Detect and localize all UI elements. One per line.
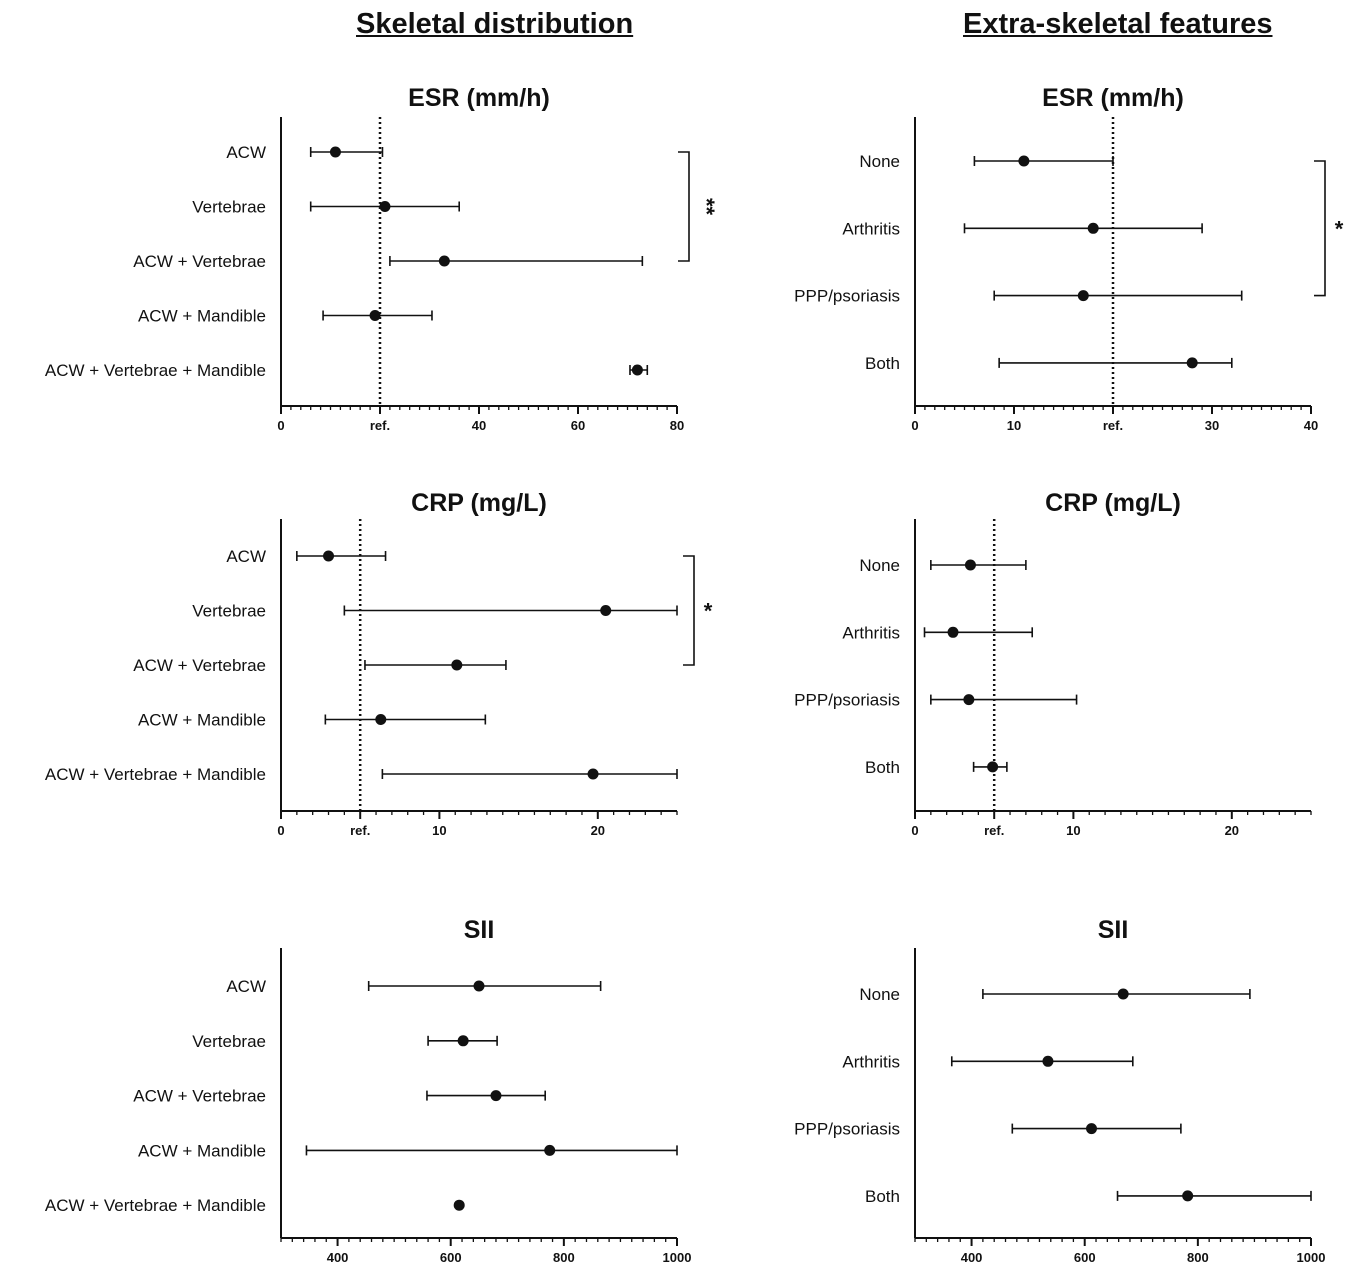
panel5-tick-label: 600 [1074,1250,1096,1265]
panel0-median-point [631,364,643,376]
panel4-median-point [490,1090,502,1102]
panel0-median-point [438,255,450,267]
panel3-median-point [987,761,999,773]
panel5-tick-label: 800 [1187,1250,1209,1265]
panel0-tick-label: 0 [277,418,284,433]
panel4-category-label: Vertebrae [192,1032,266,1051]
panel3-tick-label: 20 [1225,823,1239,838]
panel1-title: ESR (mm/h) [1042,84,1184,112]
panel5-median-point [1042,1055,1054,1067]
panel3-tick-label: ref. [984,823,1004,838]
panel4-category-label: ACW + Mandible [138,1141,266,1160]
panel4-tick-label: 1000 [663,1250,692,1265]
panel1-median-point [1018,155,1030,167]
panel5-title: SII [1098,916,1129,944]
panel5-tick-label: 400 [961,1250,983,1265]
panel4-category-label: ACW [226,977,266,996]
panel0-category-label: Vertebrae [192,198,266,217]
panel0-title: ESR (mm/h) [408,84,550,112]
panel0-median-point [369,310,381,321]
panel2-tick-label: 0 [277,823,284,838]
panel4-median-point [453,1199,465,1211]
panel5-category-label: Both [865,1187,900,1206]
panel2-tick-label: 20 [591,823,605,838]
panel0-category-label: ACW + Vertebrae + Mandible [45,361,266,380]
panel3-category-label: Arthritis [842,623,900,642]
panel3-category-label: Both [865,758,900,777]
panel2-significance-label: * [704,599,713,624]
panel1-category-label: PPP/psoriasis [794,287,900,306]
panel0-significance-label: ** [694,198,719,216]
panel1-tick-label: 0 [911,418,918,433]
panel4-category-label: ACW + Vertebrae [133,1087,266,1106]
panel5-category-label: PPP/psoriasis [794,1120,900,1139]
panel1-category-label: None [859,152,900,171]
panel5-median-point [1182,1190,1194,1202]
panel1-tick-label: 40 [1304,418,1318,433]
panel4-category-label: ACW + Vertebrae + Mandible [45,1196,266,1215]
panel5-median-point [1086,1123,1098,1135]
panel1-category-label: Both [865,354,900,373]
panel1-significance-bracket [1314,160,1326,297]
panel2-category-label: ACW + Vertebrae [133,656,266,675]
panel3-title: CRP (mg/L) [1045,489,1181,517]
panel5-category-label: Arthritis [842,1052,900,1071]
panel5-median-point [1117,988,1129,1000]
panel2-significance-bracket [683,555,695,666]
panel0-tick-label: 80 [670,418,684,433]
panel2-category-label: ACW [226,547,266,566]
panel1-median-point [1186,357,1198,369]
panel5-category-label: None [859,985,900,1004]
panel0-tick-label: 60 [571,418,585,433]
panel3-tick-label: 0 [911,823,918,838]
panel5-tick-label: 1000 [1297,1250,1326,1265]
panel3-median-point [963,694,975,706]
panel4-median-point [457,1035,469,1047]
panel2-median-point [600,605,612,616]
panel2-median-point [323,550,335,562]
panel0-tick-label: ref. [370,418,390,433]
panel2-median-point [375,714,387,725]
panel1-tick-label: 30 [1205,418,1219,433]
panel0-category-label: ACW + Mandible [138,307,266,326]
panel0-tick-label: 40 [472,418,486,433]
panel1-tick-label: 10 [1007,418,1021,433]
panel2-category-label: ACW + Vertebrae + Mandible [45,765,266,784]
column-title-skeletal: Skeletal distribution [356,8,634,40]
panel4-tick-label: 800 [553,1250,575,1265]
panel2-median-point [451,659,463,671]
panel0-significance-bracket [678,151,690,262]
panel0-category-label: ACW [226,143,266,162]
panel2-category-label: ACW + Mandible [138,711,266,730]
panel0-median-point [379,201,391,212]
panel4-tick-label: 600 [440,1250,462,1265]
panel3-median-point [947,626,959,638]
panel2-tick-label: 10 [432,823,446,838]
panel2-title: CRP (mg/L) [411,489,547,517]
panel4-median-point [544,1144,556,1156]
panel4-title: SII [464,916,495,944]
panel1-median-point [1077,290,1089,302]
panel2-category-label: Vertebrae [192,602,266,621]
panel3-category-label: PPP/psoriasis [794,691,900,710]
panel2-median-point [587,768,599,780]
panel1-significance-label: * [1335,216,1344,241]
panel3-category-label: None [859,556,900,575]
column-title-extraskeletal: Extra-skeletal features [963,8,1273,40]
panel1-median-point [1087,222,1099,234]
panel1-category-label: Arthritis [842,219,900,238]
panel2-tick-label: ref. [350,823,370,838]
panel3-median-point [964,559,976,571]
panel4-median-point [473,980,485,992]
panel0-median-point [329,146,341,158]
panel4-tick-label: 400 [327,1250,349,1265]
panel0-category-label: ACW + Vertebrae [133,252,266,271]
panel3-tick-label: 10 [1066,823,1080,838]
panel1-tick-label: ref. [1103,418,1123,433]
